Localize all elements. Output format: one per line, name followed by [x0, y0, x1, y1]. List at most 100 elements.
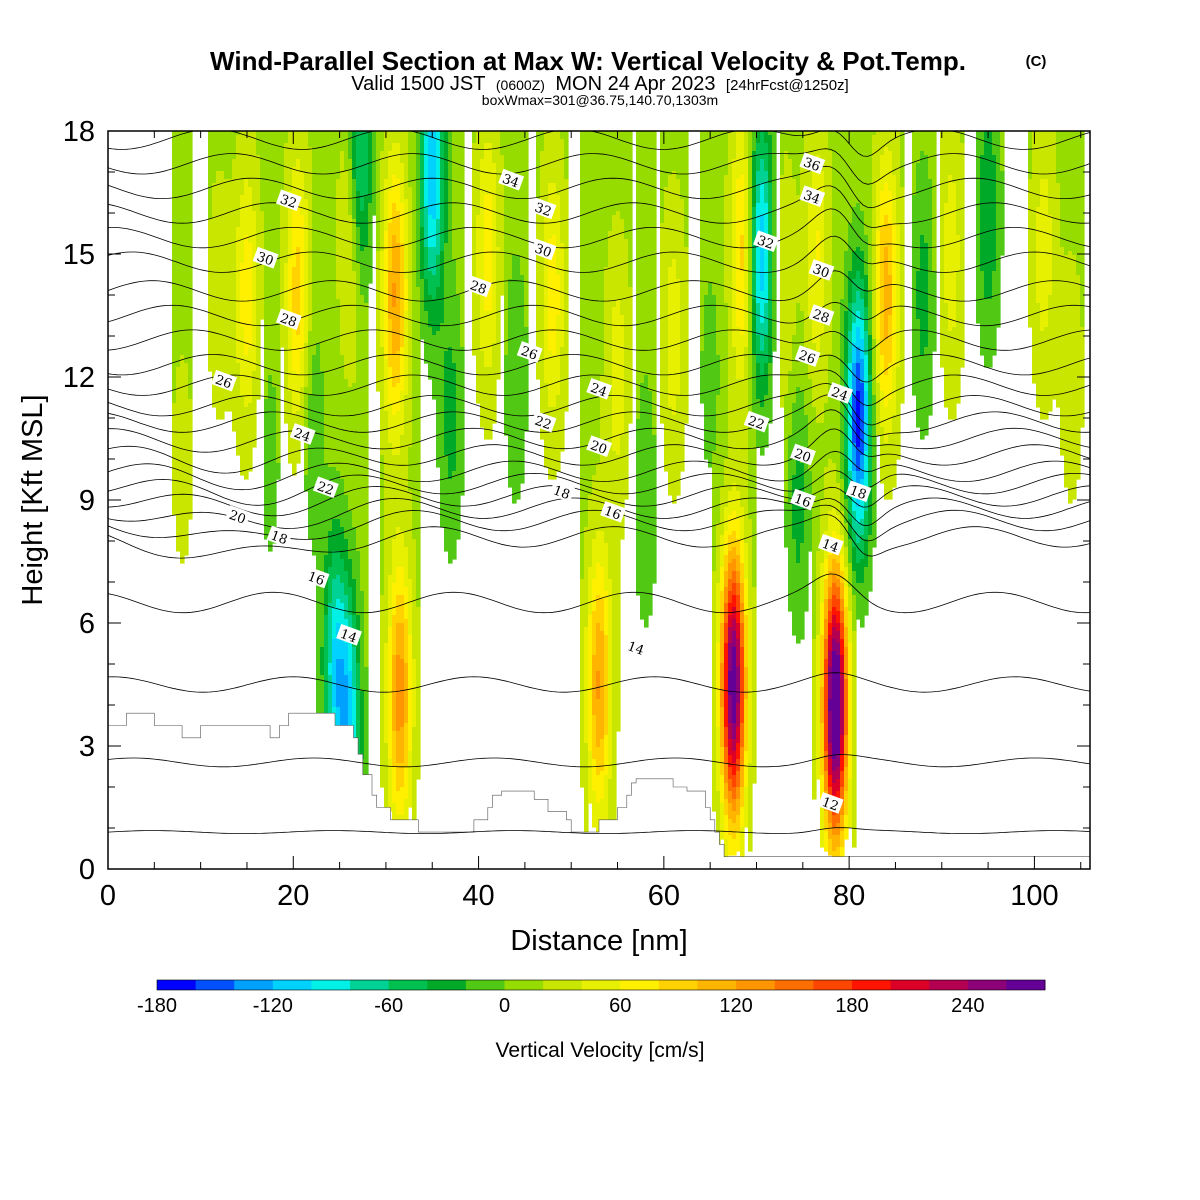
velocity-cell	[764, 335, 769, 364]
velocity-cell	[836, 631, 841, 644]
velocity-cell	[784, 503, 789, 548]
velocity-cell	[332, 131, 337, 468]
velocity-cell	[788, 131, 793, 160]
velocity-cell	[408, 491, 413, 580]
velocity-cell	[716, 791, 721, 868]
velocity-cell	[392, 143, 397, 176]
velocity-cell	[852, 279, 857, 304]
velocity-cell	[928, 131, 933, 180]
velocity-cell	[592, 131, 597, 476]
velocity-cell	[492, 343, 497, 424]
velocity-cell	[956, 271, 961, 404]
velocity-cell	[860, 131, 865, 212]
velocity-cell	[592, 475, 597, 540]
velocity-cell	[308, 395, 313, 540]
velocity-cell	[728, 755, 733, 768]
colorbar-tick-label: 240	[951, 995, 984, 1017]
velocity-cell	[836, 587, 841, 600]
velocity-cell	[188, 131, 193, 400]
velocity-cell	[672, 131, 677, 172]
velocity-cell	[252, 131, 257, 212]
velocity-cell	[180, 131, 185, 356]
contour-label: 18	[549, 480, 575, 503]
velocity-cell	[828, 355, 833, 460]
velocity-cell	[856, 347, 861, 364]
velocity-cell	[1028, 131, 1033, 180]
velocity-cell	[860, 583, 865, 628]
velocity-cell	[552, 407, 557, 480]
velocity-cell	[396, 731, 401, 764]
contour-label-text: 26	[797, 348, 818, 368]
velocity-cell	[920, 131, 925, 152]
velocity-cell	[828, 775, 833, 788]
velocity-cell	[856, 507, 861, 524]
theta-contour	[108, 131, 1090, 157]
velocity-cell	[480, 351, 485, 428]
velocity-cell	[292, 167, 297, 212]
velocity-cell	[408, 579, 413, 636]
colorbar-swatch	[350, 980, 390, 990]
velocity-cell	[336, 131, 341, 180]
velocity-cell	[476, 215, 481, 296]
velocity-cell	[832, 835, 837, 852]
velocity-cell	[744, 131, 749, 160]
velocity-cell	[488, 131, 493, 144]
colorbar-swatch	[929, 980, 969, 990]
velocity-cell	[560, 131, 565, 140]
velocity-cell	[732, 619, 737, 632]
velocity-cell	[896, 223, 901, 368]
velocity-cell	[616, 299, 621, 456]
velocity-cell	[428, 215, 433, 248]
velocity-cell	[344, 171, 349, 380]
contour-label: 32	[275, 189, 302, 212]
velocity-cell	[604, 543, 609, 592]
velocity-cell	[396, 383, 401, 412]
velocity-cell	[540, 151, 545, 440]
velocity-cell	[872, 339, 877, 396]
velocity-cell	[732, 595, 737, 608]
velocity-cell	[728, 695, 733, 724]
velocity-cell	[760, 323, 765, 352]
velocity-cell	[396, 655, 401, 732]
velocity-cell	[400, 203, 405, 244]
contour-label: 14	[817, 533, 844, 556]
velocity-cell	[424, 207, 429, 248]
velocity-cell	[848, 539, 853, 564]
contour-label: 34	[498, 168, 525, 191]
velocity-cell	[832, 815, 837, 828]
velocity-cell	[216, 171, 221, 420]
velocity-cell	[452, 363, 457, 472]
velocity-cell	[340, 583, 345, 604]
velocity-cell	[548, 239, 553, 352]
velocity-cell	[392, 355, 397, 388]
velocity-cell	[424, 247, 429, 280]
velocity-cell	[756, 335, 761, 364]
velocity-cell	[360, 131, 365, 212]
theta-contour	[108, 208, 1090, 249]
velocity-cell	[856, 543, 861, 564]
velocity-cell	[752, 207, 757, 300]
velocity-cell	[892, 223, 897, 368]
velocity-cell	[728, 819, 733, 836]
velocity-cell	[804, 347, 809, 416]
velocity-cell	[432, 247, 437, 276]
theta-contour	[108, 470, 1090, 506]
velocity-cell	[388, 443, 393, 576]
velocity-cell	[392, 175, 397, 204]
velocity-cell	[1044, 327, 1049, 420]
velocity-cell	[768, 135, 773, 184]
velocity-cell	[288, 191, 293, 260]
velocity-cell	[836, 811, 841, 824]
velocity-cell	[956, 235, 961, 272]
velocity-cell	[820, 775, 825, 808]
velocity-cell	[876, 383, 881, 436]
velocity-cell	[700, 351, 705, 404]
velocity-cell	[724, 815, 729, 840]
velocity-cell	[828, 759, 833, 776]
velocity-cell	[620, 219, 625, 316]
velocity-cell	[844, 499, 849, 524]
velocity-cell	[324, 463, 329, 556]
contour-label: 16	[303, 566, 330, 589]
colorbar-tick-label: -120	[253, 995, 293, 1017]
velocity-cell	[340, 479, 345, 528]
